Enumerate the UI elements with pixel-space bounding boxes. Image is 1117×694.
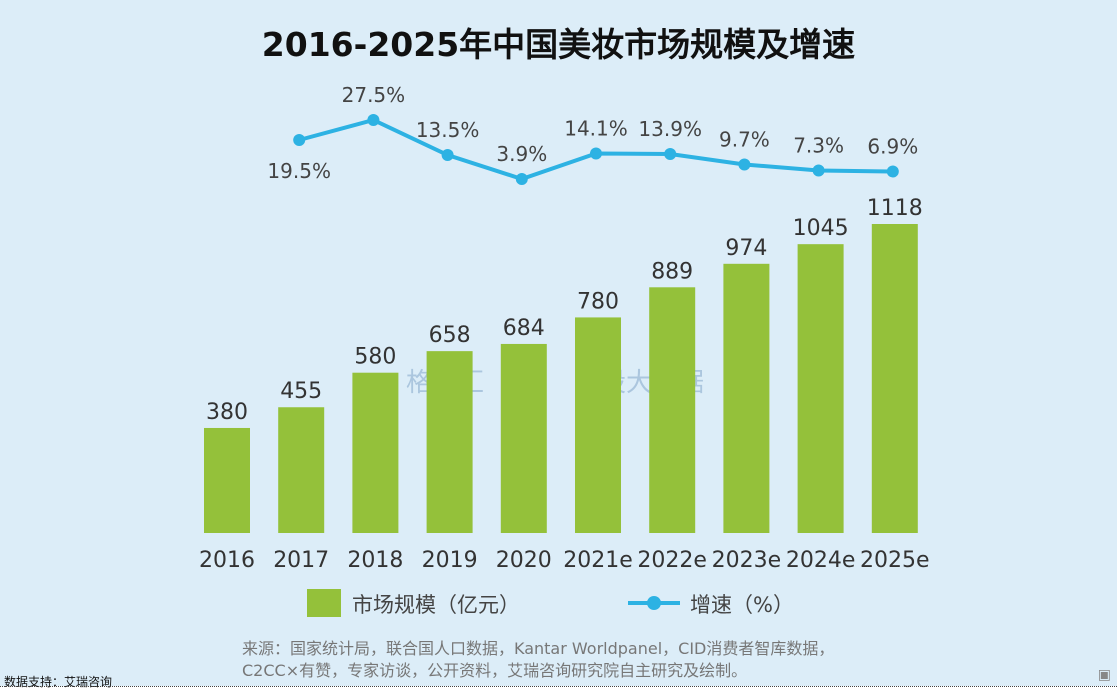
legend-line-label: 增速（%） (690, 593, 794, 617)
x-tick-label: 2019 (422, 548, 478, 573)
growth-point (812, 164, 825, 177)
x-tick-label: 2025e (860, 548, 930, 573)
growth-point (590, 147, 602, 160)
bar-value-label: 974 (725, 236, 767, 261)
bar-2018 (352, 372, 399, 533)
growth-value-label: 7.3% (793, 134, 844, 158)
divider (0, 686, 1117, 687)
growth-value-label: 19.5% (267, 159, 331, 183)
x-tick-label: 2018 (347, 548, 403, 573)
growth-value-label: 6.9% (867, 135, 918, 159)
bar-value-label: 684 (503, 316, 545, 341)
growth-point (367, 114, 380, 126)
growth-value-label: 13.5% (416, 118, 480, 142)
growth-point (441, 149, 454, 161)
bar-value-label: 889 (651, 259, 693, 284)
bar-2023e (723, 263, 770, 533)
x-tick-label: 2016 (199, 548, 255, 573)
growth-point (886, 165, 899, 178)
growth-value-label: 14.1% (564, 117, 628, 141)
x-tick-label: 2024e (786, 548, 856, 573)
legend-line-marker (647, 596, 661, 610)
legend-bar-label: 市场规模（亿元） (352, 593, 520, 617)
x-tick-label: 2020 (496, 548, 552, 573)
bar-2017 (278, 407, 325, 533)
growth-point (738, 158, 751, 171)
growth-value-label: 27.5% (342, 83, 406, 107)
data-support: 数据支持：艾瑞咨询 (4, 675, 113, 689)
bar-2025e (871, 224, 918, 533)
gelonghui-logo: ▣ (1097, 667, 1111, 683)
bar-2020 (500, 343, 547, 533)
bar-value-label: 658 (429, 323, 471, 348)
growth-point (293, 134, 306, 146)
x-tick-label: 2022e (637, 548, 707, 573)
bar-2019 (426, 351, 473, 533)
bar-2021e (575, 317, 621, 533)
growth-value-label: 13.9% (638, 117, 702, 141)
source-line-2: C2CC×有赞，专家访谈，公开资料，艾瑞咨询研究院自主研究及绘制。 (242, 661, 748, 680)
bar-value-label: 455 (280, 379, 322, 404)
source-line-1: 来源：国家统计局，联合国人口数据，Kantar Worldpanel，CID消费… (242, 639, 835, 658)
bar-value-label: 380 (206, 400, 248, 425)
growth-value-label: 3.9% (496, 142, 547, 166)
bar-2024e (797, 244, 844, 533)
chart-title: 2016-2025年中国美妆市场规模及增速 (261, 25, 856, 64)
source-note: 来源：国家统计局，联合国人口数据，Kantar Worldpanel，CID消费… (242, 638, 834, 682)
bar-value-label: 780 (577, 289, 619, 314)
x-tick-label: 2017 (273, 548, 329, 573)
bar-value-label: 1045 (793, 216, 849, 241)
x-tick-label: 2021e (563, 548, 633, 573)
bar-2022e (649, 287, 696, 533)
growth-point (664, 148, 677, 160)
bar-2016 (204, 427, 250, 533)
growth-point (515, 173, 528, 185)
bar-value-label: 1118 (867, 196, 923, 221)
x-tick-label: 2023e (712, 548, 782, 573)
growth-value-label: 9.7% (719, 128, 770, 152)
legend-bar-swatch (307, 589, 341, 617)
bar-value-label: 580 (354, 345, 396, 370)
